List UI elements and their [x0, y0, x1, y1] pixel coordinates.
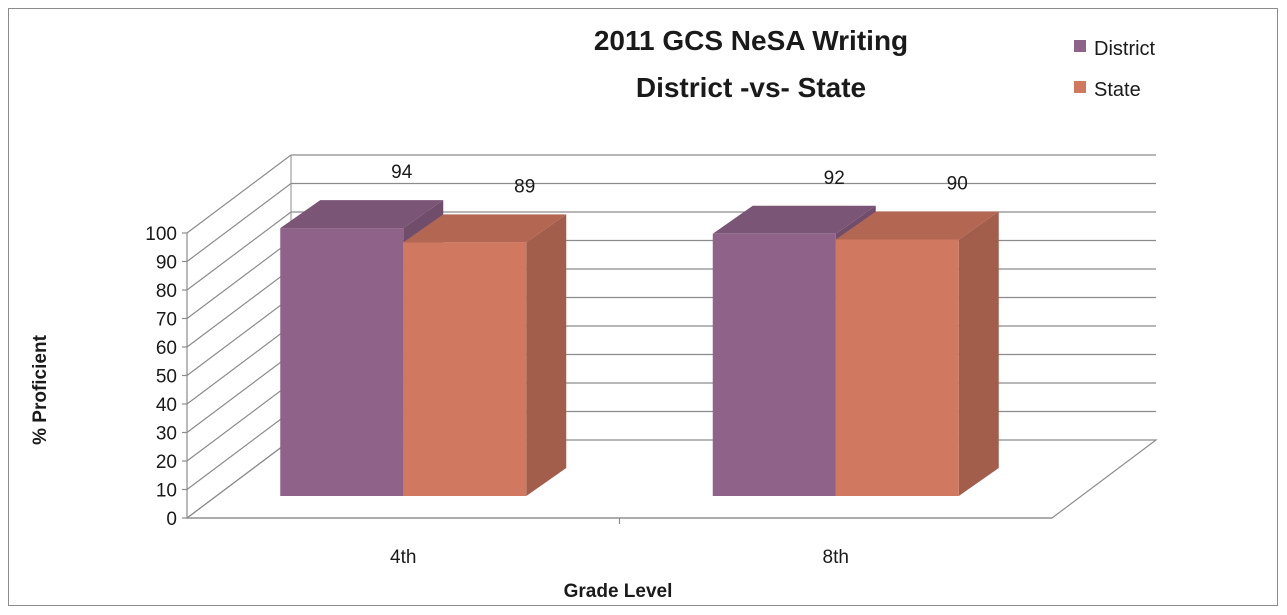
y-tick-label: 80 [156, 281, 177, 302]
bar-front [403, 242, 527, 496]
bar-side [958, 211, 999, 496]
y-tick-label: 20 [156, 452, 177, 473]
y-tick-label: 70 [156, 310, 177, 331]
y-tick-label: 10 [156, 481, 177, 502]
bar-side [526, 214, 567, 496]
data-label: 92 [824, 168, 845, 189]
y-tick-label: 60 [156, 338, 177, 359]
x-axis-title: Grade Level [564, 581, 673, 602]
x-tick-label: 4th [390, 547, 416, 568]
bar-state-4th [403, 214, 567, 496]
y-tick-label: 100 [145, 224, 177, 245]
x-tick-labels: 4th 8th [390, 547, 849, 568]
bar-top [403, 214, 567, 243]
y-axis-title: % Proficient [30, 334, 51, 444]
legend-label-district: District [1094, 38, 1156, 60]
bar-front [835, 239, 959, 496]
chart-title-line-1: 2011 GCS NeSA Writing [594, 25, 908, 56]
legend: District State [1074, 38, 1156, 101]
bar-state-8th [835, 211, 999, 496]
legend-label-state: State [1094, 79, 1141, 101]
y-tick-label: 0 [166, 509, 177, 530]
legend-swatch-state [1074, 81, 1086, 93]
y-tick-label: 90 [156, 253, 177, 274]
legend-swatch-district [1074, 40, 1086, 52]
gridline [186, 182, 1156, 262]
axes [182, 232, 1052, 524]
chart-frame [8, 8, 1278, 606]
bar-front [280, 228, 404, 496]
bars [280, 200, 999, 497]
y-tick-label: 30 [156, 424, 177, 445]
data-labels: 94 89 92 90 [391, 162, 968, 197]
data-label: 89 [514, 176, 535, 197]
data-label: 90 [947, 174, 968, 195]
y-tick-label: 50 [156, 367, 177, 388]
y-tick-label: 40 [156, 395, 177, 416]
bar-top [712, 205, 876, 234]
gridline [186, 154, 1156, 234]
chart-title-line-2: District -vs- State [636, 72, 866, 103]
x-tick-label: 8th [823, 547, 849, 568]
gridline [186, 439, 292, 519]
y-tick-labels: 0 10 20 30 40 50 60 70 80 90 100 [145, 224, 177, 530]
bar-front [712, 233, 836, 497]
bar-top [835, 211, 999, 240]
bar-top [280, 200, 444, 229]
data-label: 94 [391, 162, 413, 183]
